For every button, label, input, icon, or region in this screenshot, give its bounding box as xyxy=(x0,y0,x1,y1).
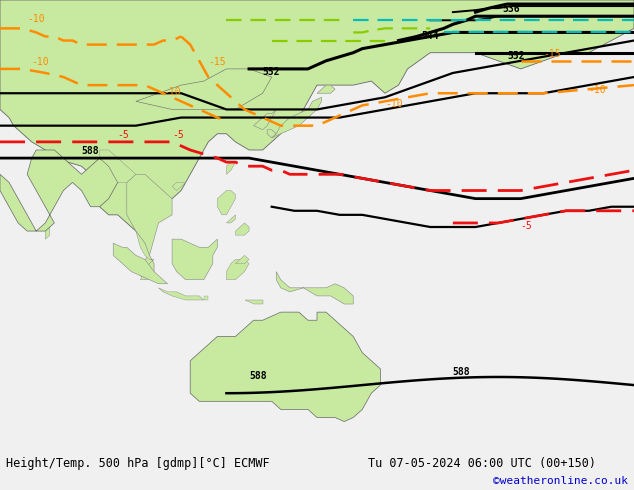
Polygon shape xyxy=(276,271,353,304)
Polygon shape xyxy=(204,296,209,300)
Polygon shape xyxy=(0,0,634,231)
Text: -15: -15 xyxy=(543,49,561,59)
Polygon shape xyxy=(158,288,204,300)
Text: -10: -10 xyxy=(32,57,49,67)
Polygon shape xyxy=(136,69,272,109)
Text: 536: 536 xyxy=(503,4,521,14)
Polygon shape xyxy=(226,215,235,223)
Polygon shape xyxy=(190,312,380,421)
Text: -10: -10 xyxy=(27,14,45,24)
Text: -5: -5 xyxy=(118,130,129,140)
Polygon shape xyxy=(267,130,276,138)
Polygon shape xyxy=(245,300,262,304)
Polygon shape xyxy=(226,259,249,280)
Text: 588: 588 xyxy=(82,146,99,156)
Polygon shape xyxy=(136,231,154,280)
Text: 544: 544 xyxy=(421,30,439,41)
Polygon shape xyxy=(172,239,217,280)
Text: 588: 588 xyxy=(453,367,470,377)
Polygon shape xyxy=(272,98,321,138)
Text: Tu 07-05-2024 06:00 UTC (00+150): Tu 07-05-2024 06:00 UTC (00+150) xyxy=(368,457,596,470)
Text: -10: -10 xyxy=(385,99,403,109)
Text: 552: 552 xyxy=(507,51,525,61)
Text: Height/Temp. 500 hPa [gdmp][°C] ECMWF: Height/Temp. 500 hPa [gdmp][°C] ECMWF xyxy=(6,457,270,470)
Polygon shape xyxy=(113,243,167,284)
Polygon shape xyxy=(235,255,249,264)
Polygon shape xyxy=(317,85,335,93)
Polygon shape xyxy=(254,109,276,130)
Polygon shape xyxy=(0,150,118,231)
Polygon shape xyxy=(217,191,235,215)
Polygon shape xyxy=(235,223,249,235)
Text: -10: -10 xyxy=(589,85,606,95)
Polygon shape xyxy=(226,162,235,174)
Text: 588: 588 xyxy=(249,371,267,381)
Text: -15: -15 xyxy=(209,57,226,67)
Text: ©weatheronline.co.uk: ©weatheronline.co.uk xyxy=(493,476,628,487)
Text: 552: 552 xyxy=(262,67,280,77)
Polygon shape xyxy=(127,174,172,280)
Text: -5: -5 xyxy=(172,130,184,140)
Text: -5: -5 xyxy=(521,221,533,231)
Text: -10: -10 xyxy=(163,87,181,97)
Polygon shape xyxy=(172,182,186,191)
Polygon shape xyxy=(45,227,50,239)
Polygon shape xyxy=(100,150,136,182)
